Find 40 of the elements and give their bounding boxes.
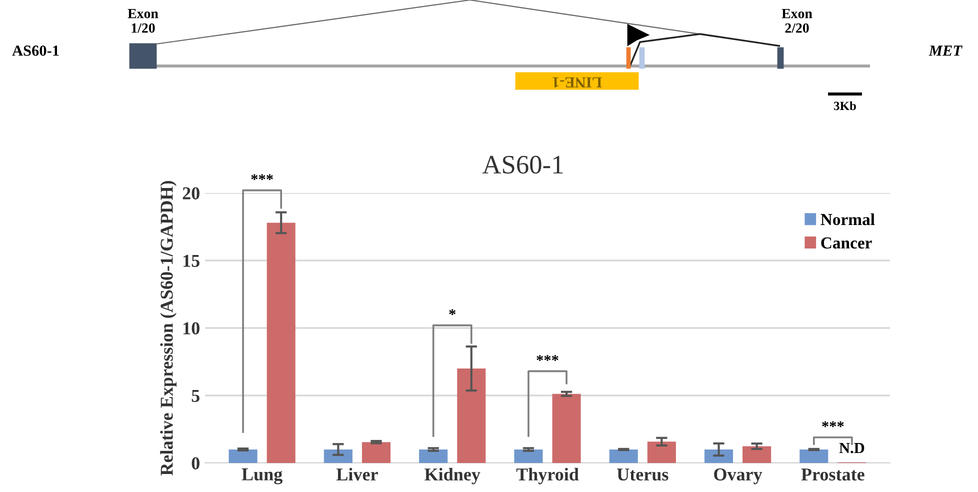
bar xyxy=(552,394,581,463)
x-tick-label: Lung xyxy=(242,468,282,484)
bar xyxy=(324,450,352,463)
legend-label: Cancer xyxy=(821,237,872,249)
bar xyxy=(800,450,828,463)
annotation: *** xyxy=(822,421,844,428)
bar xyxy=(266,222,296,463)
annotation: * xyxy=(449,309,456,316)
y-tick-label: 5 xyxy=(192,390,200,402)
text: LINE-1 xyxy=(552,77,602,88)
x-tick-label: Ovary xyxy=(714,468,762,484)
text: 3Kb xyxy=(834,101,856,110)
bar xyxy=(362,442,391,463)
y-tick-label: 20 xyxy=(182,187,200,200)
legend-label: Normal xyxy=(820,213,875,226)
annotation: N.D xyxy=(839,442,864,454)
x-tick-label: Liver xyxy=(336,468,378,481)
text: MET xyxy=(928,46,962,56)
y-tick-label: 15 xyxy=(184,254,200,267)
y-axis-title: Relative Expression (AS60-1/GAPDH) xyxy=(160,181,177,476)
x-tick-label: Uterus xyxy=(617,468,668,481)
y-tick-label: 10 xyxy=(184,322,200,334)
bar xyxy=(609,450,638,463)
text: Exon 1/20 xyxy=(128,8,158,33)
text: Exon 2/20 xyxy=(782,8,812,33)
bar xyxy=(704,450,734,463)
bar xyxy=(228,450,258,463)
x-tick-label: Kidney xyxy=(424,468,480,484)
bar xyxy=(457,368,486,463)
y-tick-label: 0 xyxy=(192,457,200,470)
chart-title: AS60-1 xyxy=(482,156,563,174)
annotation: *** xyxy=(536,355,558,361)
bar xyxy=(742,446,772,463)
x-tick-label: Prostate xyxy=(801,468,864,481)
bar xyxy=(647,442,676,463)
text: *** xyxy=(251,174,273,180)
bar xyxy=(419,450,448,463)
text: AS60-1 xyxy=(12,46,59,56)
bar xyxy=(514,450,543,463)
x-tick-label: Thyroid xyxy=(516,468,579,484)
